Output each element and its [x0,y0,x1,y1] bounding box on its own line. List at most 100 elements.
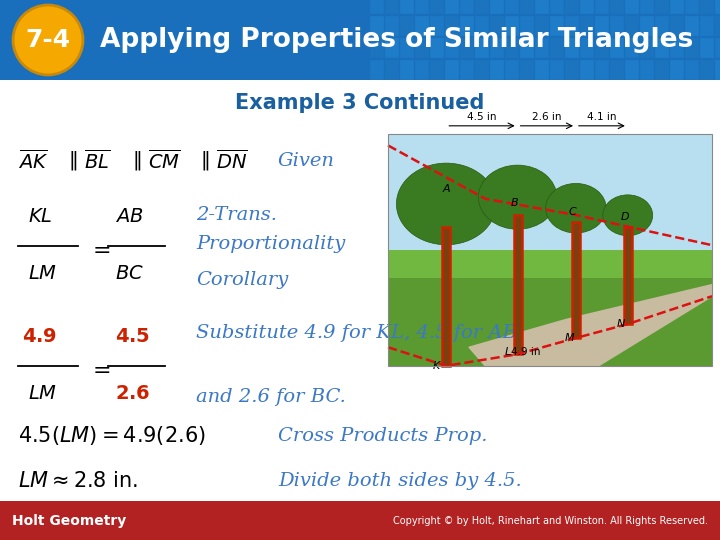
Text: Example 3 Continued: Example 3 Continued [235,93,485,113]
Bar [610,38,624,58]
Bar [430,60,444,80]
Bar [388,134,712,366]
Bar [670,60,684,80]
Text: $4.5(LM) = 4.9(2.6)$: $4.5(LM) = 4.9(2.6)$ [18,424,206,447]
Bar [442,227,451,366]
Bar [370,38,384,58]
Bar [640,0,654,14]
Bar [415,60,429,80]
Bar [520,16,534,36]
Bar [388,134,712,278]
Text: Divide both sides by 4.5.: Divide both sides by 4.5. [278,472,522,490]
Text: $AB$: $AB$ [115,207,143,226]
Bar [505,0,519,14]
Bar [475,38,489,58]
Bar [445,38,459,58]
Text: 2.6 in: 2.6 in [532,112,562,122]
Bar [520,60,534,80]
Text: $LM$: $LM$ [28,384,57,403]
Bar [400,38,414,58]
Text: B: B [510,198,518,208]
Bar [595,0,609,14]
Bar [550,60,564,80]
Bar [670,38,684,58]
Bar [370,0,384,14]
Bar [640,60,654,80]
Bar [460,0,474,14]
Text: K: K [433,361,440,371]
Bar [445,16,459,36]
Bar [505,16,519,36]
Text: Copyright © by Holt, Rinehart and Winston. All Rights Reserved.: Copyright © by Holt, Rinehart and Winsto… [393,516,708,526]
Bar [490,60,504,80]
Text: Proportionality: Proportionality [196,235,346,253]
Bar [415,38,429,58]
Text: $KL$: $KL$ [28,207,53,226]
Bar [685,0,699,14]
Bar [715,60,720,80]
Bar [655,60,669,80]
Bar [520,0,534,14]
Text: $\|$: $\|$ [132,150,141,172]
Bar [565,60,579,80]
Bar [475,60,489,80]
Bar [445,60,459,80]
Bar [715,0,720,14]
Text: Holt Geometry: Holt Geometry [12,514,126,528]
Bar [490,38,504,58]
Ellipse shape [397,163,496,245]
Bar [655,16,669,36]
Bar [655,38,669,58]
Bar [580,60,594,80]
Bar [700,16,714,36]
Bar [385,0,399,14]
Bar [415,16,429,36]
Bar [610,16,624,36]
Bar [370,60,384,80]
Bar [572,222,580,338]
Bar [513,215,522,354]
Bar [565,16,579,36]
Bar [400,60,414,80]
Bar [430,38,444,58]
Text: $\|$: $\|$ [200,150,210,172]
Ellipse shape [478,165,557,230]
Text: $\mathbf{4.9}$: $\mathbf{4.9}$ [22,327,57,346]
Bar [685,60,699,80]
Bar [388,250,712,278]
Text: $\mathbf{2.6}$: $\mathbf{2.6}$ [115,384,150,403]
Bar [460,60,474,80]
Bar [415,0,429,14]
Text: 4.9 in: 4.9 in [511,347,541,356]
Bar [550,0,564,14]
Bar [385,38,399,58]
Text: $\mathbf{4.5}$: $\mathbf{4.5}$ [115,327,150,346]
Text: Corollary: Corollary [196,271,288,289]
Bar [400,16,414,36]
Text: L: L [505,347,511,357]
Bar [445,0,459,14]
Text: 2-Trans.: 2-Trans. [196,206,277,224]
Text: D: D [620,212,629,222]
Text: Given: Given [278,152,335,170]
Text: $\overline{BL}$: $\overline{BL}$ [84,149,110,173]
Bar [610,0,624,14]
Bar [625,16,639,36]
Bar [625,0,639,14]
Text: $LM \approx 2.8$ in.: $LM \approx 2.8$ in. [18,471,138,491]
Text: 4.5 in: 4.5 in [467,112,497,122]
Bar [550,16,564,36]
Bar [400,0,414,14]
Bar [505,38,519,58]
Bar [535,0,549,14]
Bar [700,60,714,80]
Bar [370,16,384,36]
Ellipse shape [603,195,653,235]
Bar [595,38,609,58]
Bar [640,16,654,36]
Text: $LM$: $LM$ [28,264,57,283]
Bar [385,60,399,80]
Bar [385,16,399,36]
Bar [460,38,474,58]
Bar [670,0,684,14]
